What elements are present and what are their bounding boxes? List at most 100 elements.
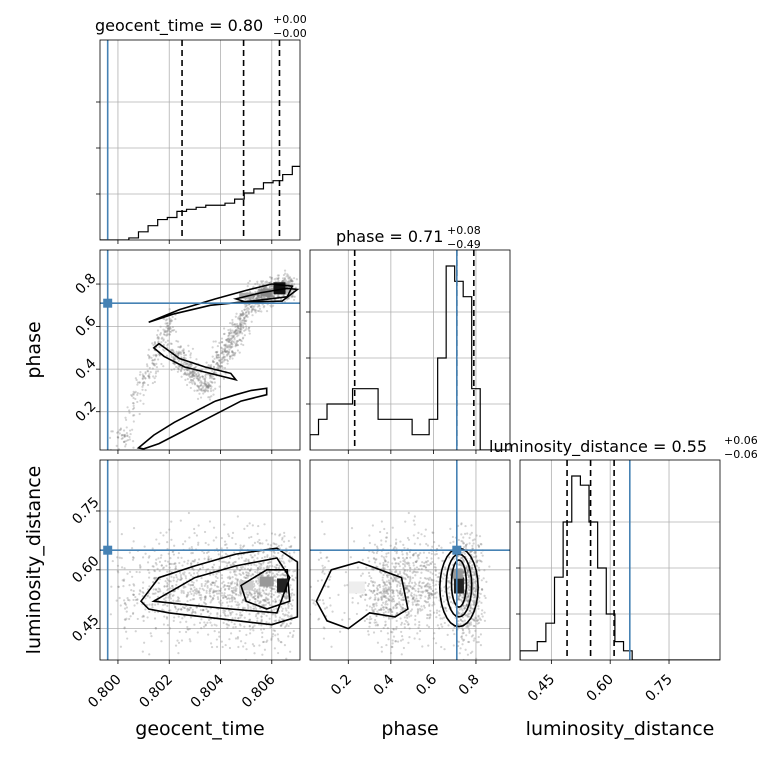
sample-point [413, 600, 416, 603]
sample-point [171, 585, 174, 588]
sample-point [213, 584, 216, 587]
sample-point [168, 307, 171, 311]
sample-point [224, 614, 227, 618]
sample-point [416, 600, 419, 603]
sample-point [370, 617, 373, 620]
sample-point [274, 615, 277, 618]
sample-point [214, 590, 217, 593]
sample-point [421, 591, 424, 594]
sample-point [241, 332, 244, 335]
sample-point [156, 329, 160, 332]
sample-point [111, 559, 114, 563]
sample-point [380, 596, 384, 599]
sample-point [181, 564, 184, 567]
sample-point [393, 577, 397, 580]
sample-point [236, 325, 239, 328]
sample-point [387, 638, 390, 641]
sample-point [274, 613, 277, 616]
sample-point [380, 539, 383, 542]
sample-point [393, 557, 397, 560]
sample-point [466, 653, 470, 656]
sample-point [190, 583, 193, 587]
sample-point [244, 315, 247, 318]
sample-point [206, 381, 209, 384]
sample-point [226, 562, 229, 565]
sample-point [190, 552, 193, 555]
sample-point [190, 592, 193, 596]
sample-point [213, 377, 216, 380]
sample-point [274, 634, 277, 637]
sample-point [132, 593, 135, 596]
sample-point [193, 381, 196, 384]
sample-point [136, 393, 139, 396]
sample-point [281, 557, 284, 560]
sample-point [270, 609, 273, 612]
sample-point [392, 628, 395, 631]
sample-point [372, 631, 376, 634]
sample-point [458, 562, 461, 565]
sample-point [413, 570, 416, 573]
sample-point [401, 556, 405, 560]
sample-point [392, 592, 395, 595]
sample-point [132, 446, 135, 449]
sample-point [263, 604, 266, 607]
sample-point [268, 286, 271, 290]
sample-point [205, 385, 208, 388]
sample-point [433, 603, 436, 606]
sample-point [258, 600, 261, 603]
sample-point [380, 608, 383, 611]
sample-point [132, 598, 135, 602]
sample-point [413, 599, 417, 602]
sample-point [237, 334, 240, 337]
sample-point [204, 373, 207, 376]
sample-point [385, 555, 388, 558]
sample-point [226, 344, 230, 347]
sample-point [248, 625, 251, 628]
sample-point [394, 580, 398, 583]
sample-point [235, 328, 238, 331]
sample-point [256, 567, 259, 570]
sample-point [258, 284, 261, 287]
sample-point [441, 625, 444, 628]
sample-point [257, 294, 260, 297]
sample-point [170, 368, 173, 372]
sample-point [196, 631, 199, 634]
sample-point [207, 558, 210, 561]
sample-point [273, 565, 276, 569]
sample-point [257, 612, 260, 615]
sample-point [161, 348, 165, 351]
sample-point [382, 564, 385, 567]
title-luminosity-distance-up: +0.06 [724, 434, 758, 447]
sample-point [442, 600, 446, 603]
sample-point [234, 577, 237, 580]
sample-point [363, 619, 366, 622]
sample-point [271, 572, 275, 575]
sample-point [128, 429, 132, 432]
sample-point [462, 639, 465, 642]
sample-point [227, 334, 231, 337]
sample-point [387, 588, 390, 591]
panel-frame [99, 249, 301, 451]
sample-point [428, 597, 432, 600]
sample-point [123, 433, 127, 437]
sample-point [211, 360, 215, 363]
sample-point [382, 556, 385, 559]
sample-point [390, 599, 393, 602]
sample-point [167, 328, 171, 331]
sample-point [227, 597, 230, 600]
sample-point [136, 598, 139, 601]
sample-point [228, 588, 231, 591]
sample-point [211, 369, 214, 373]
sample-point [228, 355, 232, 359]
sample-point [293, 295, 296, 298]
sample-point [463, 545, 466, 549]
sample-point [234, 542, 237, 546]
sample-point [343, 611, 346, 615]
sample-point [326, 556, 329, 559]
sample-point [468, 579, 471, 582]
sample-point [405, 557, 408, 560]
sample-point [123, 434, 126, 437]
sample-point [151, 604, 154, 607]
sample-point [173, 362, 176, 365]
sample-point [249, 554, 252, 557]
